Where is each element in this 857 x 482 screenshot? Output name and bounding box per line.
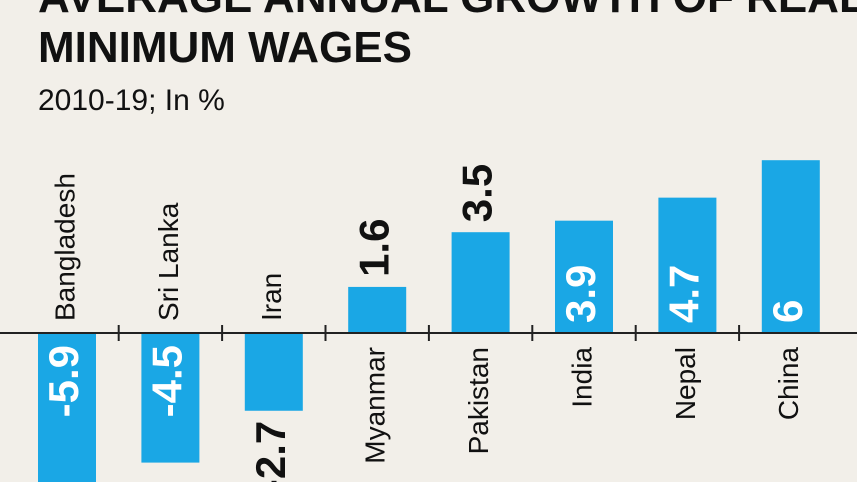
value-label: -2.7	[247, 421, 294, 482]
bar	[244, 333, 303, 411]
value-label: 6	[764, 300, 811, 323]
category-label: Bangladesh	[49, 173, 80, 321]
value-label: 3.9	[557, 265, 604, 323]
category-label: Iran	[256, 273, 287, 321]
category-label: Myanmar	[360, 347, 391, 464]
value-label: 1.6	[350, 219, 397, 277]
bar	[348, 286, 407, 333]
category-label: Pakistan	[463, 347, 494, 454]
chart-subtitle: 2010-19; In %	[38, 84, 225, 117]
value-label: 4.7	[660, 265, 707, 323]
chart-title: AVERAGE ANNUAL GROWTH OF REAL	[38, 0, 857, 22]
bar	[451, 232, 510, 333]
value-label: -5.9	[40, 345, 87, 417]
chart-title: MINIMUM WAGES	[38, 23, 412, 72]
bar	[141, 333, 200, 463]
category-label: Nepal	[670, 347, 701, 420]
bar	[38, 333, 96, 482]
bar	[761, 160, 820, 333]
category-label: Sri Lanka	[153, 202, 184, 321]
value-label: -4.5	[143, 345, 190, 417]
bar	[658, 197, 717, 333]
bar	[555, 220, 613, 333]
value-label: 3.5	[454, 164, 501, 222]
category-label: China	[773, 347, 804, 421]
category-label: India	[566, 347, 597, 408]
